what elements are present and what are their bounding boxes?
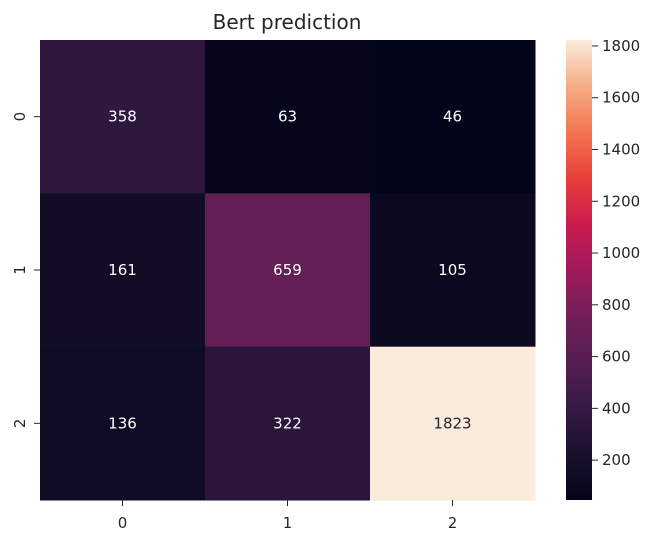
x-axis: 0 1 2 xyxy=(118,500,458,532)
cell-value-label-2-2: 1823 xyxy=(433,414,471,432)
y-axis: 0 1 2 xyxy=(11,112,40,428)
colorbar-tick-label-2: 600 xyxy=(602,348,631,366)
colorbar-tick-label-0: 200 xyxy=(602,451,631,469)
cell-value-label-0-0: 358 xyxy=(108,108,137,126)
cell-value-label-2-0: 136 xyxy=(108,414,137,432)
chart-title: Bert prediction xyxy=(213,10,362,34)
colorbar-tick-label-4: 1000 xyxy=(602,244,640,262)
x-tick-label-1: 1 xyxy=(283,514,293,532)
heatmap-cell-0-0 xyxy=(40,40,206,194)
heatmap-cell-1-1 xyxy=(205,193,371,348)
cell-value-label-1-1: 659 xyxy=(273,261,302,279)
x-tick-label-2: 2 xyxy=(448,514,458,532)
colorbar-tick-label-1: 400 xyxy=(602,399,631,417)
y-tick-label-1: 1 xyxy=(11,265,29,275)
heatmap-cell-2-2 xyxy=(370,346,536,501)
colorbar-tick-label-7: 1600 xyxy=(602,89,640,107)
heatmap-cell-0-2 xyxy=(370,40,536,194)
heatmap-cell-1-0 xyxy=(40,193,206,348)
heatmap-cell-2-1 xyxy=(205,346,371,501)
cell-value-label-1-0: 161 xyxy=(108,261,137,279)
colorbar: 200 400 600 800 1000 1200 1400 1600 1800 xyxy=(566,37,640,500)
heatmap-cell-2-0 xyxy=(40,346,206,501)
cell-value-label-0-1: 63 xyxy=(278,108,297,126)
y-tick-label-2: 2 xyxy=(11,419,29,429)
colorbar-gradient xyxy=(566,40,592,500)
x-tick-label-0: 0 xyxy=(118,514,128,532)
cell-value-label-2-1: 322 xyxy=(273,414,302,432)
colorbar-tick-label-8: 1800 xyxy=(602,37,640,55)
heatmap-cell-1-2 xyxy=(370,193,536,348)
y-tick-label-0: 0 xyxy=(11,112,29,122)
cell-value-label-0-2: 46 xyxy=(443,108,462,126)
cell-value-label-1-2: 105 xyxy=(438,261,467,279)
heatmap-cells: 358 63 46 161 659 105 136 322 1823 xyxy=(40,40,536,501)
heatmap-cell-0-1 xyxy=(205,40,371,194)
colorbar-tick-label-6: 1400 xyxy=(602,140,640,158)
colorbar-tick-label-5: 1200 xyxy=(602,192,640,210)
colorbar-tick-label-3: 800 xyxy=(602,296,631,314)
